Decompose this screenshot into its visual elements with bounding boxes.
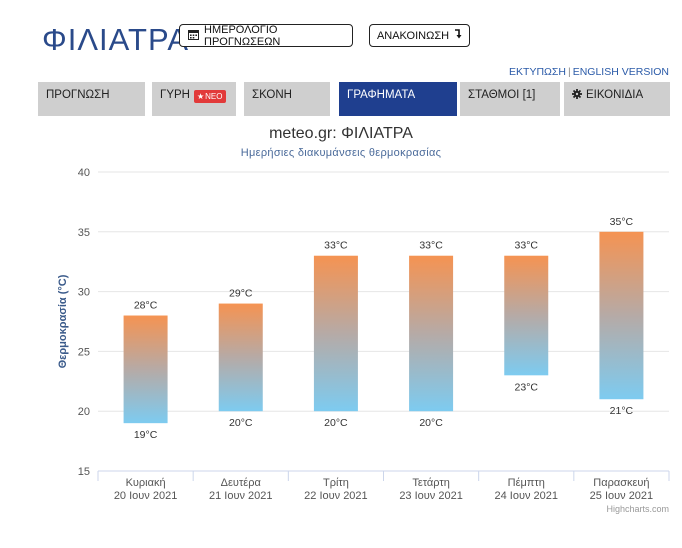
data-label-min: 20°C [419, 417, 443, 429]
x-tick-label: Τετάρτη [412, 477, 450, 489]
data-label-min: 20°C [324, 417, 348, 429]
bar [599, 231, 644, 400]
y-tick-label: 30 [78, 287, 90, 299]
english-version-link[interactable]: ENGLISH VERSION [572, 66, 669, 78]
chart-title: meteo.gr: ΦΙΛΙΑΤΡΑ [269, 125, 413, 142]
announcement-button[interactable]: ΑΝΑΚΟΙΝΩΣΗ [369, 24, 470, 47]
badge-label: ΝΕΟ [205, 92, 223, 101]
tab-label: ΣΤΑΘΜΟΙ [1] [468, 89, 536, 101]
data-label-max: 28°C [134, 300, 158, 312]
data-label-max: 33°C [515, 240, 539, 252]
tab-label: ΣΚΟΝΗ [252, 89, 292, 101]
y-axis-label: Θερμοκρασία (°C) [57, 274, 69, 368]
x-tick-label: Πέμπτη [508, 477, 545, 489]
tab-label: ΕΙΚΟΝΙΔΙΑ [586, 89, 644, 101]
page-title: ΦΙΛΙΑΤΡΑ [42, 22, 190, 57]
x-tick-label: Τρίτη [323, 477, 349, 489]
data-label-max: 29°C [229, 288, 253, 300]
data-label-max: 33°C [419, 240, 443, 252]
y-tick-label: 35 [78, 227, 90, 239]
announcement-button-label: ΑΝΑΚΟΙΝΩΣΗ [376, 29, 450, 42]
bar [409, 255, 454, 412]
x-tick-label: Παρασκευή [593, 477, 649, 489]
data-label-min: 20°C [229, 417, 253, 429]
new-badge: ★ ΝΕΟ [193, 90, 226, 103]
forecast-calendar-button[interactable]: ΗΜΕΡΟΛΟΓΙΟ ΠΡΟΓΝΩΣΕΩΝ [179, 23, 353, 48]
x-tick-label-date: 25 Ιουν 2021 [590, 490, 654, 502]
tab-forecast[interactable]: ΠΡΟΓΝΩΣΗ [38, 82, 145, 116]
x-tick-label: Κυριακή [126, 477, 166, 489]
data-label-max: 33°C [324, 240, 348, 252]
y-tick-label: 40 [78, 167, 90, 179]
tab-label: ΓΡΑΦΗΜΑΤΑ [347, 89, 416, 101]
x-tick-label-date: 22 Ιουν 2021 [304, 490, 368, 502]
tab-label: ΓΥΡΗ [160, 89, 190, 101]
arrow-down-icon [454, 29, 462, 42]
x-tick-label: Δευτέρα [221, 477, 262, 489]
top-links: ΕΚΤΥΠΩΣΗ | ENGLISH VERSION [509, 66, 669, 78]
x-tick-label-date: 21 Ιουν 2021 [209, 490, 273, 502]
star-icon: ★ [196, 92, 205, 101]
x-tick-label-date: 24 Ιουν 2021 [494, 490, 558, 502]
data-label-min: 19°C [134, 429, 158, 441]
tab-pollen[interactable]: ΓΥΡΗ ★ ΝΕΟ [152, 82, 236, 116]
data-label-min: 23°C [515, 381, 539, 393]
y-tick-label: 20 [78, 406, 90, 418]
x-tick-label-date: 20 Ιουν 2021 [114, 490, 178, 502]
bar [504, 255, 549, 376]
tab-icons[interactable]: ΕΙΚΟΝΙΔΙΑ [564, 82, 670, 116]
calendar-icon [188, 29, 199, 43]
data-label-max: 35°C [610, 216, 634, 228]
data-label-min: 21°C [610, 405, 634, 417]
chart-subtitle: Ημερήσιες διακυμάνσεις θερμοκρασίας [240, 147, 442, 159]
tab-graphs[interactable]: ΓΡΑΦΗΜΑΤΑ [339, 82, 457, 116]
y-tick-label: 15 [78, 466, 90, 478]
bar [218, 303, 263, 412]
calendar-button-label: ΗΜΕΡΟΛΟΓΙΟ ΠΡΟΓΝΩΣΕΩΝ [204, 23, 281, 48]
tab-dust[interactable]: ΣΚΟΝΗ [244, 82, 330, 116]
x-tick-label-date: 23 Ιουν 2021 [399, 490, 463, 502]
bar [313, 255, 358, 412]
tab-stations[interactable]: ΣΤΑΘΜΟΙ [1] [460, 82, 560, 116]
bar [123, 315, 168, 424]
print-link[interactable]: ΕΚΤΥΠΩΣΗ [509, 66, 566, 78]
y-tick-label: 25 [78, 346, 90, 358]
gear-icon [572, 89, 582, 102]
tab-label: ΠΡΟΓΝΩΣΗ [46, 89, 110, 101]
highcharts-credits[interactable]: Highcharts.com [606, 504, 669, 514]
